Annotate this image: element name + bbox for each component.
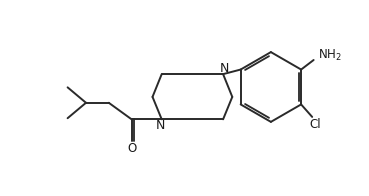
- Text: Cl: Cl: [309, 118, 321, 131]
- Text: N: N: [220, 62, 229, 75]
- Text: O: O: [127, 142, 136, 155]
- Text: NH$_2$: NH$_2$: [318, 48, 342, 63]
- Text: N: N: [156, 119, 165, 132]
